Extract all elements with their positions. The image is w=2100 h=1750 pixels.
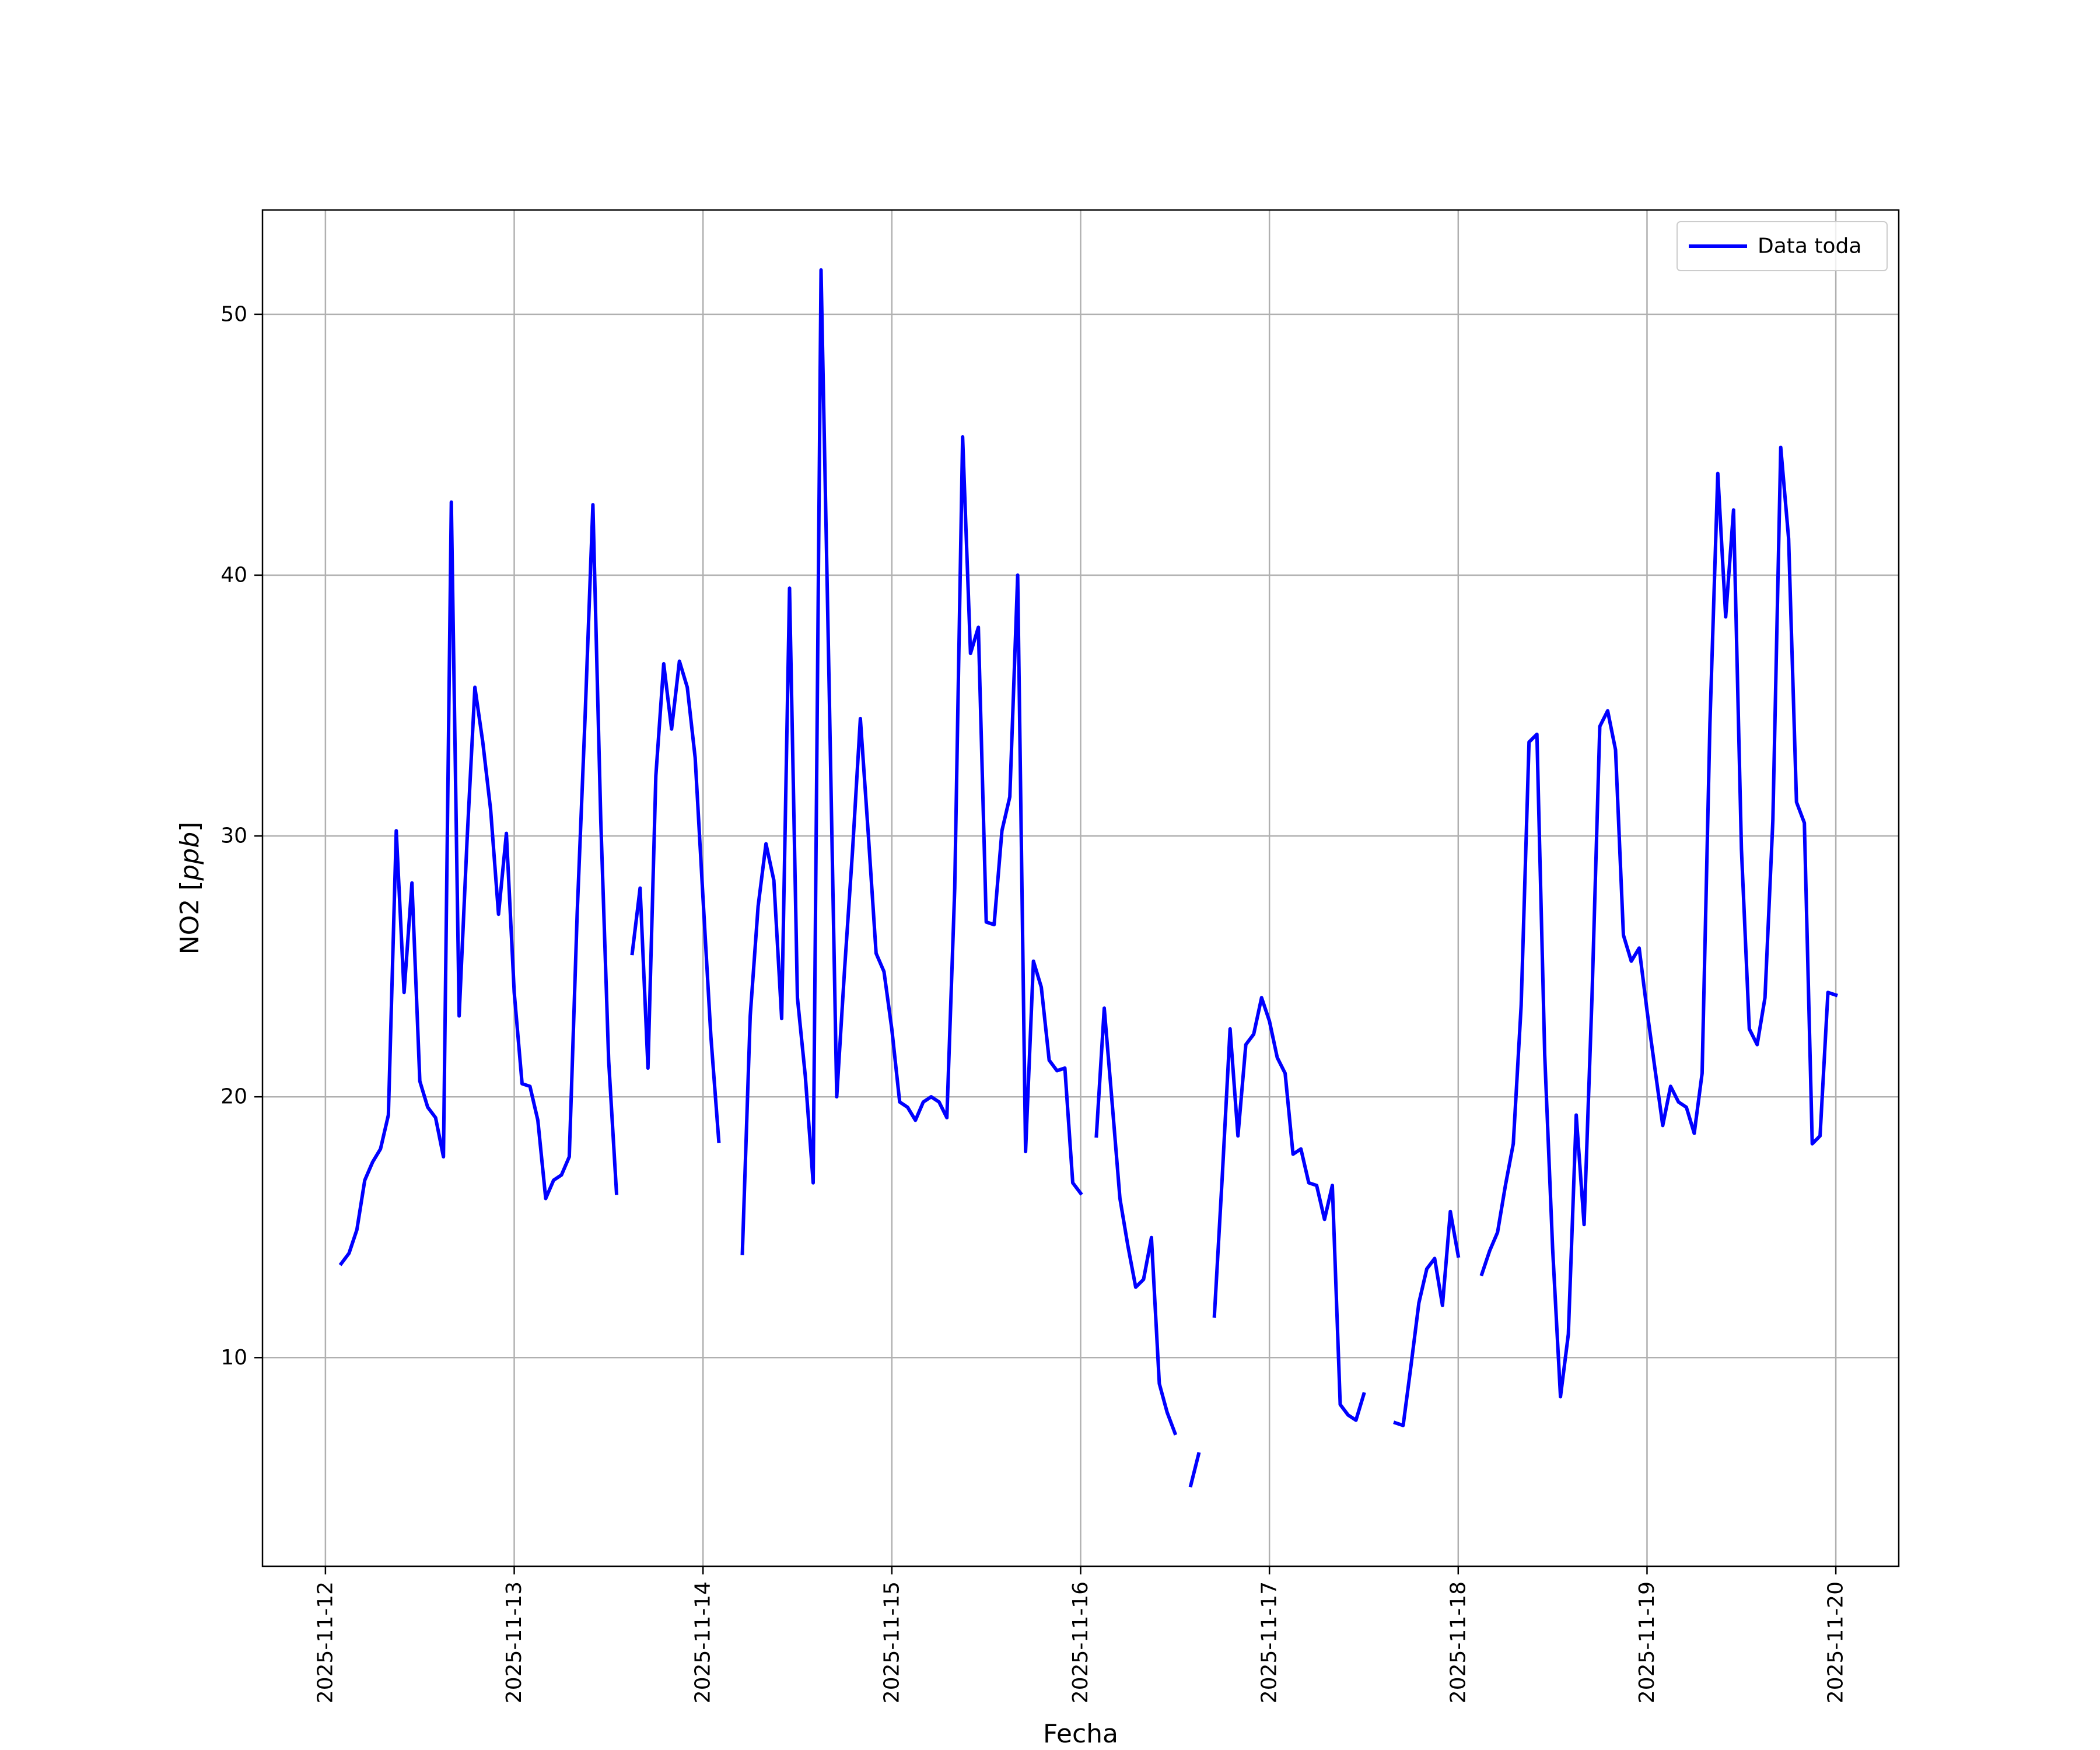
x-tick-label: 2025-11-13 [502, 1581, 526, 1703]
x-tick-label: 2025-11-12 [313, 1581, 337, 1703]
y-axis-label-main: NO2 [ [175, 881, 205, 955]
y-axis-label-unit: ppb [175, 832, 205, 881]
legend-box [1676, 221, 1888, 271]
legend: Data toda [1676, 221, 1888, 271]
x-axis-label: Fecha [1043, 1719, 1118, 1749]
x-tick-label: 2025-11-14 [691, 1581, 715, 1703]
y-tick-label: 20 [220, 1085, 247, 1109]
x-tick-label: 2025-11-16 [1069, 1581, 1093, 1703]
series-lines [338, 268, 1838, 1488]
x-tick-label: 2025-11-19 [1635, 1581, 1659, 1703]
y-axis-label-close: ] [175, 822, 205, 832]
ticks: 2025-11-12 2025-11-13 2025-11-14 2025-11-15… [220, 302, 1847, 1703]
y-tick-label: 30 [220, 824, 247, 848]
y-tick-label: 50 [220, 302, 247, 326]
x-tick-label: 2025-11-17 [1258, 1581, 1282, 1703]
y-tick-label: 40 [220, 563, 247, 587]
series-line-0 [338, 268, 1838, 1488]
x-tick-label: 2025-11-20 [1824, 1581, 1848, 1703]
y-axis-label: NO2 [ppb] [175, 822, 205, 955]
y-tick-label: 10 [220, 1346, 247, 1370]
x-tick-label: 2025-11-18 [1446, 1581, 1470, 1703]
x-tick-label: 2025-11-15 [880, 1581, 904, 1703]
legend-label-data-toda: Data toda [1758, 235, 1861, 258]
